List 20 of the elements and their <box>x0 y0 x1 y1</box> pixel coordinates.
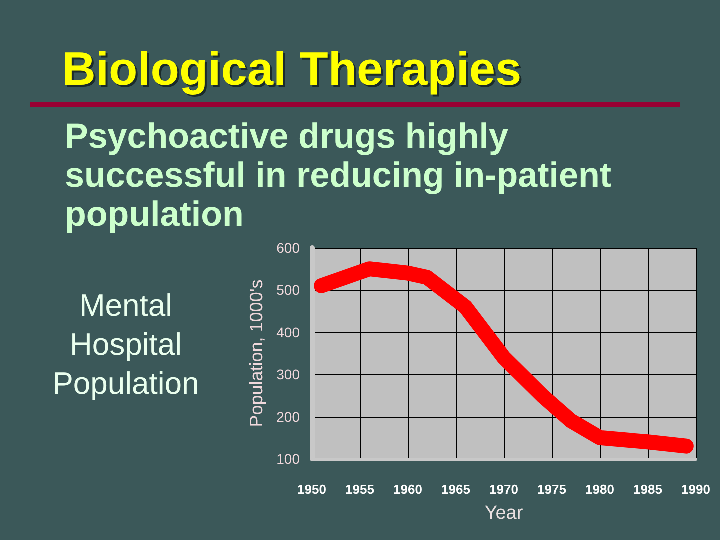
y-tick-label: 300 <box>276 366 300 383</box>
x-tick-label: 1960 <box>394 482 422 497</box>
x-tick-label: 1965 <box>442 482 470 497</box>
x-tick-label: 1975 <box>538 482 566 497</box>
y-tick-label: 400 <box>276 324 300 340</box>
chart-title: Biological Therapies <box>62 42 522 96</box>
x-axis-title: Year <box>484 503 524 524</box>
x-tick-label: 1955 <box>346 482 374 497</box>
x-tick-label: 1970 <box>490 482 518 497</box>
y-tick-label: 500 <box>276 282 300 298</box>
x-tick-label: 1990 <box>682 482 710 497</box>
text: Mental Hospital Population <box>52 287 200 403</box>
y-tick-label: 600 <box>276 240 300 256</box>
x-tick-label: 1950 <box>298 482 326 497</box>
x-tick-label: 1980 <box>586 482 614 497</box>
x-tick-label: 1985 <box>634 482 662 497</box>
y-tick-label: 200 <box>276 408 300 425</box>
chart-subtitle: Psychoactive drugs highly successful in reducing in-patient population <box>65 117 612 234</box>
y-axis-title: Population, 1000's <box>246 280 267 428</box>
y-tick-label: 100 <box>276 451 300 467</box>
